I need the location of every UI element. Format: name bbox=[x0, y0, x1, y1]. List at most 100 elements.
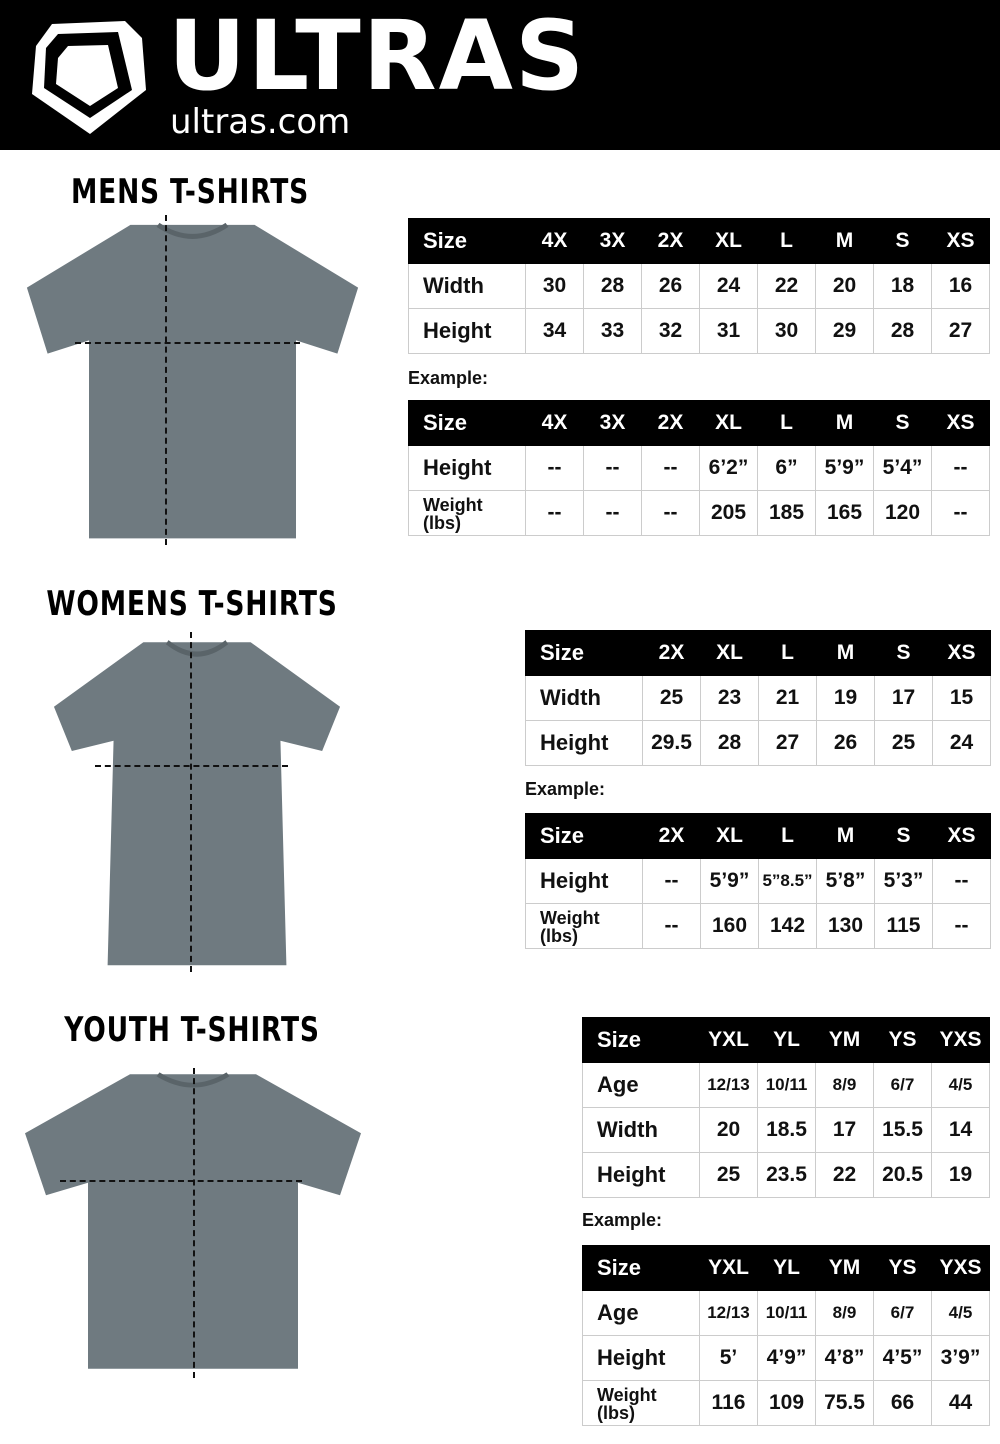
example-table: Size 2X XL L M S XS Height -- 5’9” 5”8.5” 5’8” 5’3” -… bbox=[525, 813, 991, 949]
section-title: WOMENS T-SHIRTS bbox=[46, 584, 338, 624]
size-column-header: XL bbox=[700, 630, 759, 676]
table-cell: 28 bbox=[583, 263, 642, 309]
table-row: Height -- 5’9” 5”8.5” 5’8” 5’3” -- bbox=[525, 858, 991, 904]
size-column-header: YM bbox=[815, 1017, 874, 1063]
table-cell: 26 bbox=[816, 720, 875, 766]
row-label: Height bbox=[525, 858, 643, 904]
size-column-header: YXS bbox=[931, 1245, 990, 1291]
table-cell: 44 bbox=[931, 1380, 990, 1426]
height-measure-line bbox=[193, 1068, 195, 1378]
row-label: Width bbox=[408, 263, 526, 309]
table-cell: 5’8” bbox=[816, 858, 875, 904]
table-cell: 28 bbox=[700, 720, 759, 766]
size-chart-table: Size 4X 3X 2X XL L M S XS Width 30 28 26 24 22 20 18 16 He… bbox=[408, 218, 990, 354]
table-cell: 115 bbox=[874, 903, 933, 949]
table-cell: 23 bbox=[700, 675, 759, 721]
size-label-header: Size bbox=[408, 400, 526, 446]
table-cell: 6’2” bbox=[699, 445, 758, 491]
table-cell: 33 bbox=[583, 308, 642, 354]
table-cell: 18 bbox=[873, 263, 932, 309]
size-column-header: YXL bbox=[699, 1245, 758, 1291]
table-cell: 6/7 bbox=[873, 1062, 932, 1108]
table-cell: 5’ bbox=[699, 1335, 758, 1381]
table-cell: 165 bbox=[815, 490, 874, 536]
table-cell: -- bbox=[932, 858, 991, 904]
tshirt-image bbox=[26, 222, 359, 539]
table-cell: 5’9” bbox=[815, 445, 874, 491]
size-column-header: YXS bbox=[931, 1017, 990, 1063]
table-cell: -- bbox=[583, 490, 642, 536]
row-label: Width bbox=[525, 675, 643, 721]
table-cell: 30 bbox=[757, 308, 816, 354]
table-cell: 10/11 bbox=[757, 1290, 816, 1336]
example-table: Size 4X 3X 2X XL L M S XS Height -- -- -- 6’2” 6” 5’9” 5… bbox=[408, 400, 990, 536]
table-cell: -- bbox=[931, 490, 990, 536]
size-column-header: YM bbox=[815, 1245, 874, 1291]
table-header-row: Size 2X XL L M S XS bbox=[525, 813, 991, 859]
table-header-row: Size 4X 3X 2X XL L M S XS bbox=[408, 218, 990, 264]
table-cell: 32 bbox=[641, 308, 700, 354]
table-cell: 20.5 bbox=[873, 1152, 932, 1198]
table-cell: 6” bbox=[757, 445, 816, 491]
example-label: Example: bbox=[408, 368, 489, 388]
height-measure-line bbox=[165, 215, 167, 545]
size-column-header: L bbox=[758, 630, 817, 676]
size-column-header: YL bbox=[757, 1245, 816, 1291]
table-cell: 29 bbox=[815, 308, 874, 354]
table-cell: 142 bbox=[758, 903, 817, 949]
size-column-header: M bbox=[815, 218, 874, 264]
table-cell: 25 bbox=[642, 675, 701, 721]
size-column-header: 2X bbox=[642, 630, 701, 676]
site-url: ultras.com bbox=[170, 102, 351, 142]
brand-name: ULTRAS bbox=[168, 0, 587, 112]
example-table: Size YXL YL YM YS YXS Age 12/13 10/11 8/9 6/7 4/5 He… bbox=[582, 1245, 990, 1426]
table-row: Height 29.5 28 27 26 25 24 bbox=[525, 720, 991, 766]
size-column-header: 2X bbox=[642, 813, 701, 859]
table-cell: 120 bbox=[873, 490, 932, 536]
table-header-row: Size YXL YL YM YS YXS bbox=[582, 1017, 990, 1063]
table-cell: 5’9” bbox=[700, 858, 759, 904]
table-header-row: Size 2X XL L M S XS bbox=[525, 630, 991, 676]
table-row: Weight (lbs) -- 160 142 130 115 -- bbox=[525, 903, 991, 949]
size-label-header: Size bbox=[525, 813, 643, 859]
table-cell: 26 bbox=[641, 263, 700, 309]
width-measure-line bbox=[75, 342, 300, 344]
table-cell: 27 bbox=[758, 720, 817, 766]
row-label: Weight (lbs) bbox=[582, 1380, 700, 1426]
table-header-row: Size 4X 3X 2X XL L M S XS bbox=[408, 400, 990, 446]
size-column-header: XS bbox=[931, 218, 990, 264]
row-label: Age bbox=[582, 1062, 700, 1108]
tshirt-image bbox=[53, 640, 341, 966]
table-cell: 5’3” bbox=[874, 858, 933, 904]
size-column-header: YS bbox=[873, 1017, 932, 1063]
table-row: Weight (lbs) -- -- -- 205 185 165 120 -- bbox=[408, 490, 990, 536]
table-cell: 31 bbox=[699, 308, 758, 354]
table-cell: -- bbox=[525, 490, 584, 536]
size-column-header: 2X bbox=[641, 400, 700, 446]
size-column-header: S bbox=[873, 218, 932, 264]
table-cell: 17 bbox=[815, 1107, 874, 1153]
height-measure-line bbox=[190, 632, 192, 972]
table-cell: 75.5 bbox=[815, 1380, 874, 1426]
table-row: Height 5’ 4’9” 4’8” 4’5” 3’9” bbox=[582, 1335, 990, 1381]
size-column-header: M bbox=[816, 630, 875, 676]
table-cell: 25 bbox=[874, 720, 933, 766]
row-label: Weight (lbs) bbox=[525, 903, 643, 949]
table-cell: 6/7 bbox=[873, 1290, 932, 1336]
table-row: Height 25 23.5 22 20.5 19 bbox=[582, 1152, 990, 1198]
table-cell: 4’8” bbox=[815, 1335, 874, 1381]
table-cell: 66 bbox=[873, 1380, 932, 1426]
size-column-header: M bbox=[815, 400, 874, 446]
table-cell: 23.5 bbox=[757, 1152, 816, 1198]
table-cell: 205 bbox=[699, 490, 758, 536]
table-row: Height 34 33 32 31 30 29 28 27 bbox=[408, 308, 990, 354]
size-column-header: YS bbox=[873, 1245, 932, 1291]
table-cell: 24 bbox=[699, 263, 758, 309]
row-label: Height bbox=[408, 308, 526, 354]
table-cell: 20 bbox=[699, 1107, 758, 1153]
table-cell: 30 bbox=[525, 263, 584, 309]
table-row: Age 12/13 10/11 8/9 6/7 4/5 bbox=[582, 1290, 990, 1336]
table-row: Weight (lbs) 116 109 75.5 66 44 bbox=[582, 1380, 990, 1426]
row-label: Width bbox=[582, 1107, 700, 1153]
row-label: Weight (lbs) bbox=[408, 490, 526, 536]
